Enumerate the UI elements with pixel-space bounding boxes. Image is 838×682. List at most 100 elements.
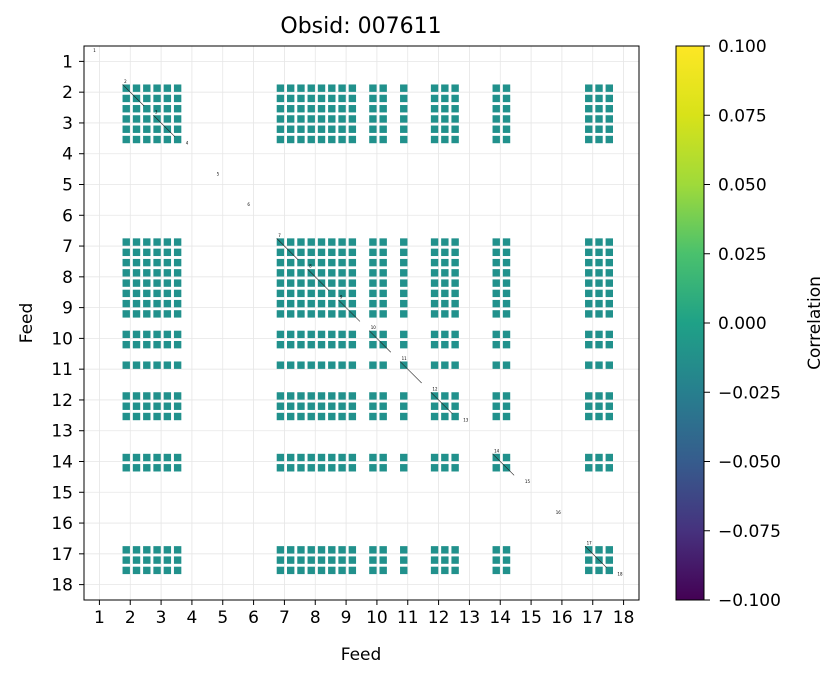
- heatmap-cell: [297, 258, 305, 267]
- heatmap-cell: [379, 94, 387, 103]
- heatmap-cell: [307, 105, 315, 113]
- heatmap-cell: [492, 566, 500, 575]
- heatmap-cell: [132, 330, 141, 339]
- heatmap-cell: [317, 546, 326, 554]
- heatmap-cell: [492, 392, 500, 400]
- heatmap-cell: [430, 340, 439, 349]
- diagonal-label: 18: [617, 571, 623, 576]
- heatmap-cell: [122, 105, 130, 113]
- heatmap-cell: [173, 340, 182, 349]
- heatmap-cell: [276, 330, 285, 339]
- heatmap-cell: [143, 269, 151, 277]
- heatmap-cell: [502, 94, 511, 103]
- heatmap-cell: [122, 115, 130, 123]
- heatmap-cell: [173, 330, 182, 339]
- heatmap-cell: [286, 392, 295, 400]
- heatmap-cell: [338, 566, 346, 575]
- heatmap-cell: [132, 125, 141, 133]
- heatmap-cell: [297, 248, 305, 257]
- heatmap-cell: [379, 105, 387, 113]
- heatmap-cell: [143, 84, 151, 92]
- y-tick-label: 2: [62, 83, 73, 103]
- heatmap-cell: [328, 453, 336, 462]
- heatmap-cell: [492, 340, 500, 349]
- heatmap-cell: [451, 402, 459, 410]
- heatmap-cell: [297, 125, 305, 133]
- heatmap-cell: [595, 269, 603, 277]
- heatmap-cell: [328, 269, 336, 277]
- heatmap-cell: [430, 269, 439, 277]
- heatmap-cell: [132, 238, 141, 246]
- heatmap-cell: [122, 238, 130, 246]
- heatmap-cell: [153, 248, 161, 257]
- heatmap-cell: [173, 464, 182, 472]
- heatmap-cell: [585, 310, 593, 318]
- heatmap-cell: [441, 279, 449, 287]
- heatmap-cell: [286, 125, 295, 133]
- heatmap-cell: [143, 361, 151, 369]
- heatmap-cell: [276, 361, 285, 369]
- heatmap-cell: [605, 125, 613, 133]
- heatmap-cell: [276, 115, 285, 123]
- diagonal-label: 14: [494, 448, 500, 453]
- heatmap-cell: [595, 125, 603, 133]
- heatmap-cell: [276, 269, 285, 277]
- heatmap-cell: [297, 402, 305, 410]
- heatmap-cell: [451, 258, 459, 267]
- heatmap-cell: [143, 340, 151, 349]
- heatmap-cell: [132, 402, 141, 410]
- heatmap-cell: [585, 453, 593, 462]
- heatmap-cell: [348, 105, 357, 113]
- heatmap-cell: [348, 115, 357, 123]
- heatmap-cell: [400, 258, 408, 267]
- heatmap-cell: [451, 248, 459, 257]
- heatmap-cell: [143, 115, 151, 123]
- heatmap-cell: [379, 556, 387, 564]
- heatmap-cell: [379, 464, 387, 472]
- heatmap-cell: [286, 258, 295, 267]
- heatmap-cell: [122, 125, 130, 133]
- heatmap-cell: [348, 361, 357, 369]
- heatmap-cell: [328, 84, 336, 92]
- heatmap-cell: [348, 412, 357, 421]
- heatmap-cell: [153, 340, 161, 349]
- heatmap-cell: [122, 135, 130, 144]
- heatmap-cell: [153, 105, 161, 113]
- diagonal-line: [276, 238, 299, 261]
- heatmap-cell: [122, 248, 130, 257]
- heatmap-cell: [492, 402, 500, 410]
- heatmap-cell: [317, 464, 326, 472]
- heatmap-cell: [441, 464, 449, 472]
- heatmap-cell: [379, 310, 387, 318]
- heatmap-cell: [502, 566, 511, 575]
- heatmap-cell: [595, 105, 603, 113]
- heatmap-cell: [585, 125, 593, 133]
- heatmap-cell: [338, 238, 346, 246]
- heatmap-cell: [348, 402, 357, 410]
- heatmap-cell: [286, 453, 295, 462]
- colorbar-tick-label: −0.050: [718, 453, 781, 473]
- heatmap-cell: [338, 464, 346, 472]
- heatmap-cell: [338, 248, 346, 257]
- heatmap-cell: [492, 289, 500, 298]
- heatmap-cell: [379, 269, 387, 277]
- heatmap-cell: [328, 464, 336, 472]
- heatmap-cell: [585, 84, 593, 92]
- y-tick-label: 5: [62, 176, 73, 196]
- heatmap-cell: [132, 464, 141, 472]
- heatmap-cell: [379, 361, 387, 369]
- heatmap-cell: [143, 402, 151, 410]
- colorbar-tick-label: 0.075: [718, 106, 767, 126]
- x-tick-label: 9: [341, 608, 352, 628]
- heatmap-cell: [286, 299, 295, 308]
- heatmap-cell: [605, 269, 613, 277]
- heatmap-cell: [430, 464, 439, 472]
- heatmap-cell: [163, 279, 172, 287]
- heatmap-cell: [441, 310, 449, 318]
- heatmap-cell: [430, 330, 439, 339]
- heatmap-cell: [605, 340, 613, 349]
- heatmap-cell: [595, 84, 603, 92]
- heatmap-cell: [122, 279, 130, 287]
- heatmap-cell: [317, 135, 326, 144]
- heatmap-cell: [379, 238, 387, 246]
